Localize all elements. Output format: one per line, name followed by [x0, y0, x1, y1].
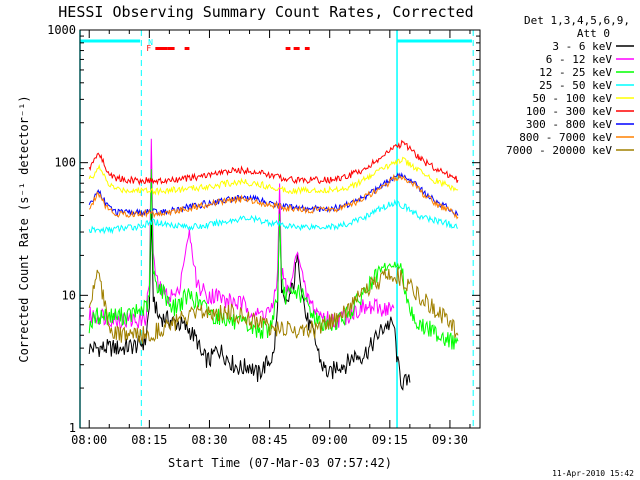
- chart-title: HESSI Observing Summary Count Rates, Cor…: [58, 3, 473, 21]
- y-tick-label: 10: [62, 288, 76, 302]
- x-axis-label: Start Time (07-Mar-03 07:57:42): [168, 456, 392, 470]
- series-line-9: [88, 266, 459, 344]
- legend-entry-label: 6 - 12 keV: [546, 53, 613, 66]
- series-line-4: [88, 198, 459, 235]
- legend-entry-label: 300 - 800 keV: [526, 118, 612, 131]
- series-line-5: [88, 156, 459, 196]
- plot-frame: [79, 29, 481, 429]
- x-tick-label: 09:30: [432, 433, 468, 447]
- x-tick-label: 08:15: [131, 433, 167, 447]
- legend-entry-label: 100 - 300 keV: [526, 105, 612, 118]
- flare-flag-label: F: [146, 44, 151, 53]
- y-tick-label: 100: [54, 156, 76, 170]
- footer-date: 11-Apr-2010 15:42: [552, 469, 634, 478]
- legend-entry-label: 12 - 25 keV: [539, 66, 612, 79]
- legend-header-line-1: Det 1,3,4,5,6,9,: [524, 14, 630, 27]
- x-tick-label: 08:45: [252, 433, 288, 447]
- night-label: N: [148, 38, 153, 47]
- y-axis-label: Corrected Count Rate (s⁻¹ detector⁻¹): [17, 95, 31, 362]
- series-line-6: [88, 139, 459, 186]
- legend-entry-label: 50 - 100 keV: [533, 92, 613, 105]
- x-tick-label: 09:00: [312, 433, 348, 447]
- plot-area: NF: [79, 29, 481, 429]
- x-tick-label: 09:15: [372, 433, 408, 447]
- legend-header-line-2: Att 0: [577, 27, 610, 40]
- series-line-7: [88, 172, 459, 218]
- y-tick-label: 1: [69, 421, 76, 435]
- legend-entry-label: 25 - 50 keV: [539, 79, 612, 92]
- x-tick-label: 08:00: [71, 433, 107, 447]
- legend-entry-label: 3 - 6 keV: [552, 40, 612, 53]
- x-tick-label: 08:30: [191, 433, 227, 447]
- series-line-1: [88, 205, 411, 391]
- series-line-8: [88, 173, 459, 220]
- y-tick-label: 1000: [47, 23, 76, 37]
- legend-entry-label: 7000 - 20000 keV: [506, 144, 612, 157]
- legend-entry-label: 800 - 7000 keV: [519, 131, 612, 144]
